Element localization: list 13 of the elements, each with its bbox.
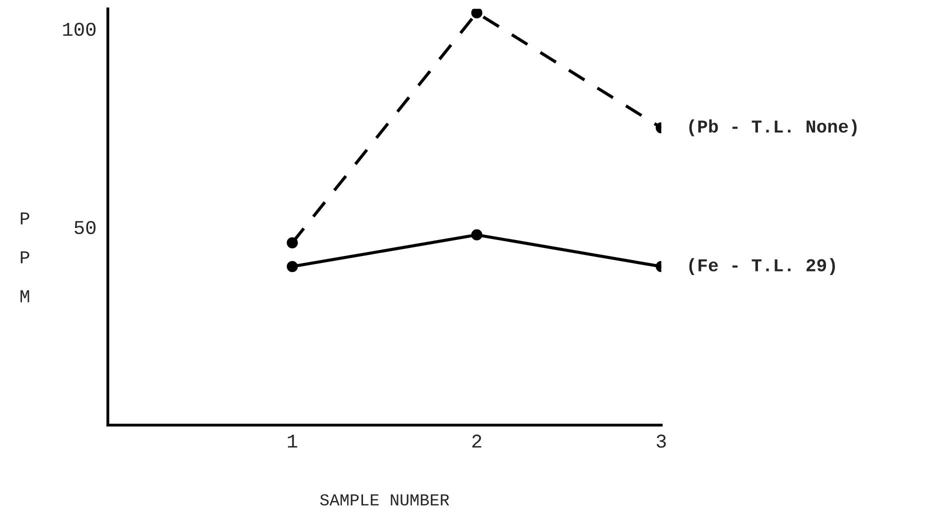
y-tick-label: 50 xyxy=(74,220,96,234)
x-tick-label: 1 xyxy=(288,434,298,448)
x-tick-label: 3 xyxy=(656,434,666,448)
point xyxy=(471,8,482,18)
series-label: (Pb - T.L. None) xyxy=(689,119,857,136)
point xyxy=(286,237,298,248)
series-label: (Fe - T.L. 29) xyxy=(689,258,835,275)
y-tick-label: 100 xyxy=(63,22,96,36)
text: PPM xyxy=(20,212,30,302)
point xyxy=(471,229,482,240)
point xyxy=(286,261,298,272)
x-tick-label: 2 xyxy=(472,434,482,448)
x-axis-title: SAMPLE NUMBER xyxy=(320,494,450,506)
